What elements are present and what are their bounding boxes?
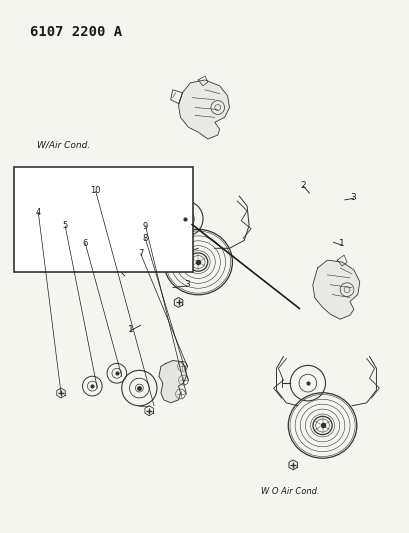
Text: 3: 3 — [184, 280, 189, 289]
Polygon shape — [178, 80, 229, 139]
Text: 10: 10 — [90, 186, 101, 195]
Bar — [14, 167, 193, 272]
Text: W/Air Cond.: W/Air Cond. — [37, 141, 90, 150]
Text: 2: 2 — [116, 264, 121, 272]
Text: 1: 1 — [128, 325, 133, 334]
Text: 6: 6 — [83, 239, 88, 248]
Text: 5: 5 — [63, 221, 67, 230]
Text: 8: 8 — [142, 234, 148, 243]
Text: 1: 1 — [338, 239, 344, 248]
Polygon shape — [312, 260, 359, 319]
Text: 7: 7 — [138, 249, 143, 259]
Text: 9: 9 — [143, 222, 148, 231]
Text: W O Air Cond.: W O Air Cond. — [261, 487, 319, 496]
Text: 6107 2200 A: 6107 2200 A — [30, 25, 122, 39]
Polygon shape — [159, 360, 186, 403]
Text: 2: 2 — [300, 181, 306, 190]
Text: 3: 3 — [350, 193, 355, 202]
Text: 4: 4 — [36, 208, 41, 217]
